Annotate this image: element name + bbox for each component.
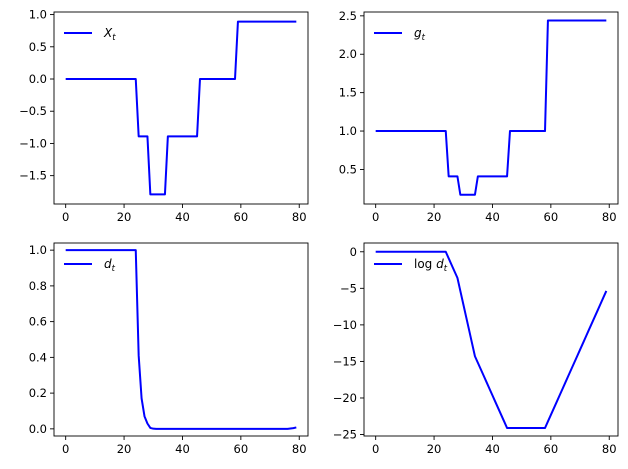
y-tick-label: −20 [333,391,357,405]
y-tick-label: 0.6 [29,315,47,329]
y-tick-label: 0 [350,245,357,259]
x-tick-label: 0 [372,210,379,224]
axes-frame [53,11,309,205]
y-tick-label: −25 [333,428,357,442]
y-tick-label: 2.0 [339,47,357,61]
x-tick-label: 20 [427,442,442,456]
y-tick-label: −1.5 [19,169,47,183]
y-tick-label: 0.5 [339,162,357,176]
subplot-3: 0 20 40 60 80 0.0 0.2 0.4 0.6 0.8 1.0 dt [29,242,309,456]
legend-label: Xt [103,26,116,43]
x-tick-label: 60 [234,210,249,224]
x-tick-label: 20 [117,210,132,224]
x-tick-label: 40 [175,442,190,456]
y-tick-label: 1.0 [29,8,47,22]
y-tick-label: −15 [333,354,357,368]
legend-label: log dt [414,257,448,274]
subplot-2: 0 20 40 60 80 0.5 1.0 1.5 2.0 2.5 gt [339,9,619,224]
x-tick-label: 60 [544,442,559,456]
subplot-4: 0 20 40 60 80 0 −5 −10 −15 −20 −25 log dt [333,242,619,456]
x-tick-label: 20 [117,442,132,456]
series-line-3-1 [65,249,297,430]
y-tick-label: −1.0 [19,136,47,150]
series-line-4-1 [375,250,608,430]
axes-frame [363,242,619,437]
x-tick-label: 80 [602,210,617,224]
series-line-2-1 [375,19,607,196]
legend-label: dt [104,257,116,274]
x-tick-label: 60 [544,210,559,224]
x-tick-label: 80 [292,210,307,224]
y-tick-label: 1.0 [339,124,357,138]
x-tick-label: 80 [602,442,617,456]
x-tick-label: 20 [427,210,442,224]
legend-label: gt [414,26,426,43]
y-tick-label: 0.4 [29,350,47,364]
x-tick-label: 0 [62,210,69,224]
y-tick-label: 1.5 [339,86,357,100]
x-tick-label: 40 [175,210,190,224]
y-tick-label: −5 [340,281,357,295]
y-tick-label: 0.0 [29,422,47,436]
x-tick-label: 40 [485,442,500,456]
y-tick-label: 0.0 [29,72,47,86]
y-tick-label: −0.5 [19,104,47,118]
x-tick-label: 0 [372,442,379,456]
y-tick-label: 2.5 [339,9,357,23]
y-tick-label: 0.5 [29,40,47,54]
y-tick-label: −10 [333,318,357,332]
y-tick-label: 0.8 [29,279,47,293]
axes-frame [363,11,619,205]
axes-frame [53,242,309,437]
x-tick-label: 80 [292,442,307,456]
subplot-1: 0 20 40 60 80 −1.5 −1.0 −0.5 0.0 0.5 1.0 Xt [19,8,309,224]
y-tick-label: 0.2 [29,386,47,400]
x-tick-label: 40 [485,210,500,224]
y-tick-label: 1.0 [29,243,47,257]
x-tick-label: 0 [62,442,69,456]
x-tick-label: 60 [234,442,249,456]
series-line-1-1 [65,20,297,196]
